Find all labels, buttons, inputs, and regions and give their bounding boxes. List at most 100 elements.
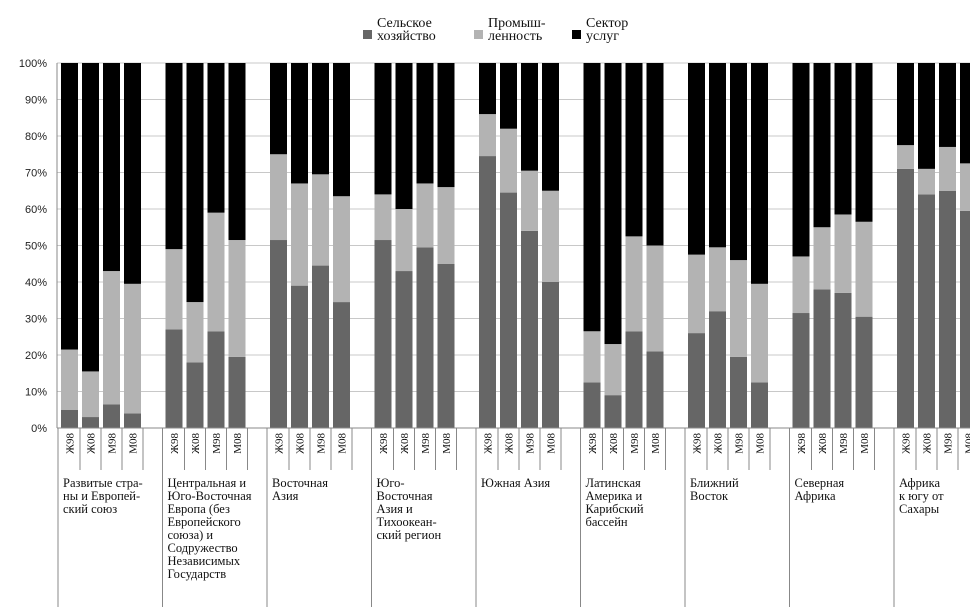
region-label: Юго-Восточная Азия и Тихоокеан-ский регион: [377, 476, 442, 542]
bar-segment-services: [479, 63, 496, 115]
bar-segment-services: [82, 63, 99, 372]
bar-segment-services: [395, 63, 413, 209]
bar-tick-label: Ж08: [190, 433, 202, 454]
legend-swatch: [474, 30, 483, 39]
bar-segment-industry: [897, 145, 914, 169]
bar-segment-industry: [751, 283, 768, 383]
bar-tick-label: М08: [337, 433, 349, 454]
bar-segment-services: [291, 63, 308, 184]
region-label: Центральная и Юго-Восточная Европа (без Евр…: [168, 476, 252, 581]
bar-tick-label: Ж08: [713, 433, 725, 454]
bar-segment-agriculture: [207, 331, 225, 428]
bar-segment-industry: [688, 254, 705, 334]
region-label-line: Европа (без: [168, 502, 230, 516]
bar-tick-label: Ж98: [65, 433, 77, 454]
region-label-line: ны и Европей-: [63, 489, 140, 503]
bar-segment-agriculture: [751, 382, 768, 428]
bar-segment-services: [709, 63, 726, 248]
bar-segment-services: [207, 63, 225, 213]
bar-segment-agriculture: [124, 413, 141, 428]
bar-segment-services: [186, 63, 204, 303]
bar-tick-label: М98: [420, 433, 432, 454]
bar-segment-agriculture: [270, 240, 287, 428]
bar-segment-industry: [500, 128, 517, 193]
bar-segment-agriculture: [312, 265, 329, 428]
bar-segment-services: [960, 63, 970, 164]
bars: [61, 63, 970, 428]
bar-segment-agriculture: [897, 168, 914, 428]
region-label-line: ский союз: [63, 502, 117, 516]
region-label-line: Юго-Восточная: [168, 489, 252, 503]
bar-segment-industry: [82, 371, 99, 418]
region-label-line: Сахары: [899, 502, 940, 516]
region-label-line: Азия и: [377, 502, 414, 516]
bar-tick-label: М98: [838, 433, 850, 454]
bar-segment-industry: [625, 236, 643, 332]
bar-segment-services: [688, 63, 705, 255]
bar-tick-label: М98: [211, 433, 223, 454]
bar-segment-agriculture: [939, 190, 956, 428]
legend-label-line: Сектор: [586, 16, 628, 31]
bar-segment-services: [751, 63, 768, 284]
bar-tick-label: Ж98: [169, 433, 181, 454]
bar-segment-agriculture: [583, 382, 601, 428]
y-tick-label: 70%: [25, 168, 47, 180]
bar-tick-label: М98: [734, 433, 746, 454]
region-label-line: Независимых: [168, 554, 241, 568]
bar-segment-industry: [521, 170, 538, 231]
region-label: Южная Азия: [481, 476, 550, 490]
region-label-line: Содружество: [168, 541, 238, 555]
region-label: Африка к югу от Сахары: [899, 476, 944, 516]
bar-tick-label: Ж98: [901, 433, 913, 454]
bar-segment-industry: [416, 183, 434, 248]
region-label-line: Южная Азия: [481, 476, 550, 490]
bar-segment-agriculture: [103, 404, 120, 428]
bar-segment-agriculture: [855, 316, 873, 428]
bar-tick-label: Ж98: [796, 433, 808, 454]
bar-segment-services: [813, 63, 831, 228]
bar-segment-agriculture: [604, 395, 622, 428]
bar-segment-industry: [479, 114, 496, 157]
bar-segment-services: [228, 63, 246, 241]
region-label-line: Развитые стра-: [63, 476, 143, 490]
bar-tick-label: Ж98: [378, 433, 390, 454]
bar-segment-services: [604, 63, 622, 345]
bar-segment-services: [500, 63, 517, 129]
y-tick-label: 50%: [25, 241, 47, 253]
region-label-line: Северная: [795, 476, 845, 490]
legend-label: Промыш-ленность: [488, 16, 546, 44]
bar-segment-agriculture: [542, 282, 559, 428]
bar-segment-industry: [855, 221, 873, 317]
region-label-line: Восток: [690, 489, 729, 503]
bar-segment-services: [834, 63, 852, 215]
region-label-line: Латинская: [586, 476, 642, 490]
bar-segment-services: [939, 63, 956, 147]
bar-segment-industry: [604, 344, 622, 396]
y-tick-label: 10%: [25, 387, 47, 399]
legend-label-line: ленность: [488, 29, 542, 44]
bar-tick-label: Ж08: [295, 433, 307, 454]
bar-segment-agriculture: [918, 194, 935, 428]
y-tick-label: 20%: [25, 350, 47, 362]
bar-segment-industry: [395, 209, 413, 272]
bar-segment-services: [521, 63, 538, 171]
bar-segment-agriculture: [792, 313, 810, 428]
region-label-line: Африка: [795, 489, 836, 503]
bar-segment-agriculture: [61, 409, 78, 428]
bar-segment-industry: [270, 154, 287, 241]
bar-segment-industry: [646, 245, 664, 352]
bar-segment-services: [312, 63, 329, 175]
bar-tick-label: Ж08: [817, 433, 829, 454]
bar-segment-industry: [291, 183, 308, 286]
bar-segment-agriculture: [500, 192, 517, 428]
region-label: Восточная Азия: [272, 476, 328, 503]
bar-segment-agriculture: [165, 329, 183, 428]
bar-segment-services: [918, 63, 935, 169]
region-label: Ближний Восток: [690, 476, 739, 503]
bar-segment-services: [270, 63, 287, 155]
bar-tick-label: М08: [128, 433, 140, 454]
bar-segment-industry: [730, 260, 747, 357]
bar-segment-industry: [542, 190, 559, 282]
bar-segment-services: [103, 63, 120, 272]
